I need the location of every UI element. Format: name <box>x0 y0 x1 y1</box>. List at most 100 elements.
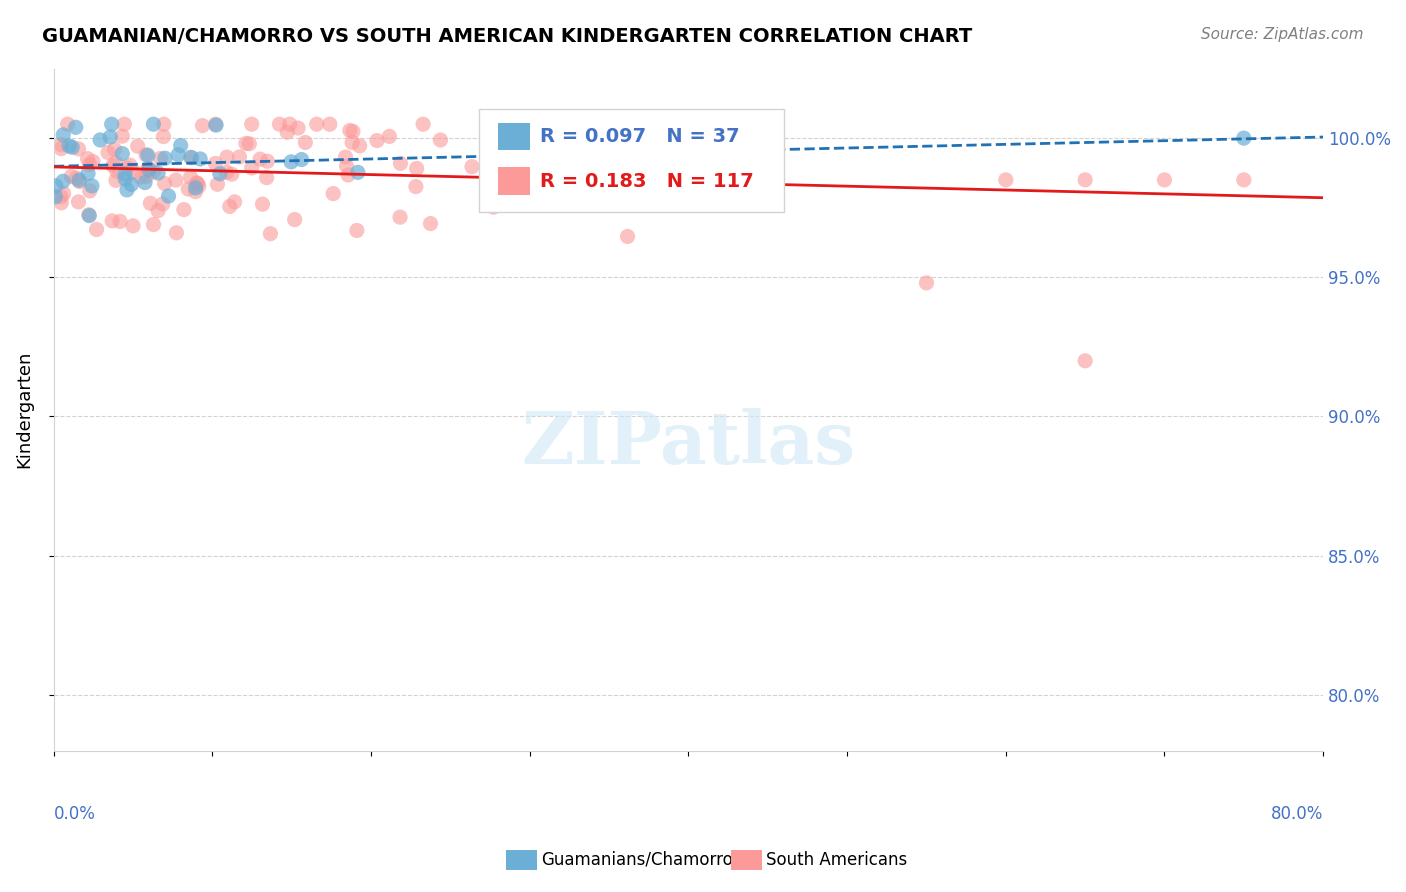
Point <box>149 152 172 166</box>
Point <box>184 181 207 195</box>
Point <box>555 123 578 137</box>
Point <box>184 185 207 199</box>
Point <box>187 179 209 194</box>
Point <box>89 133 111 147</box>
Point <box>186 176 208 190</box>
Point <box>290 153 312 167</box>
Point <box>100 117 122 131</box>
Point <box>378 129 401 144</box>
Point <box>204 117 226 131</box>
Point <box>152 197 174 211</box>
Point <box>104 173 127 187</box>
Point <box>115 183 138 197</box>
FancyBboxPatch shape <box>498 123 530 151</box>
Point <box>112 117 135 131</box>
Point <box>136 161 159 176</box>
Point <box>188 152 211 166</box>
Point <box>101 214 124 228</box>
Point <box>153 177 176 191</box>
Point <box>65 120 87 135</box>
Point <box>56 117 79 131</box>
Point <box>52 128 75 142</box>
Point <box>79 184 101 198</box>
Point <box>114 172 136 186</box>
Point <box>530 117 553 131</box>
Point <box>152 129 174 144</box>
Point <box>205 118 228 132</box>
Point <box>256 154 278 169</box>
Point <box>339 123 361 137</box>
Point <box>484 184 506 198</box>
Point <box>240 161 263 175</box>
Point <box>117 161 139 175</box>
Point <box>215 165 238 179</box>
Point <box>287 121 309 136</box>
Point <box>79 209 101 223</box>
Text: 0.0%: 0.0% <box>53 805 96 823</box>
Point <box>616 229 638 244</box>
Point <box>101 159 124 173</box>
Point <box>429 133 451 147</box>
Point <box>278 117 301 131</box>
Point <box>482 200 505 214</box>
Point <box>142 117 165 131</box>
Point <box>80 178 103 193</box>
Point <box>153 117 176 131</box>
Point <box>269 117 291 131</box>
Point <box>67 142 90 156</box>
Point <box>1074 353 1097 368</box>
Point <box>173 202 195 217</box>
Text: R = 0.097   N = 37: R = 0.097 N = 37 <box>540 128 740 146</box>
Point <box>111 129 134 144</box>
Point <box>157 189 180 203</box>
Point <box>322 186 344 201</box>
Point <box>165 173 187 187</box>
Point <box>69 175 91 189</box>
Point <box>305 117 328 131</box>
Point <box>256 170 278 185</box>
FancyBboxPatch shape <box>479 110 783 211</box>
Point <box>170 138 193 153</box>
Text: GUAMANIAN/CHAMORRO VS SOUTH AMERICAN KINDERGARTEN CORRELATION CHART: GUAMANIAN/CHAMORRO VS SOUTH AMERICAN KIN… <box>42 27 973 45</box>
Point <box>482 117 505 131</box>
Text: ZIPatlas: ZIPatlas <box>522 409 855 479</box>
Text: R = 0.183   N = 117: R = 0.183 N = 117 <box>540 171 754 191</box>
Point <box>366 134 388 148</box>
Point <box>118 158 141 172</box>
Point <box>136 148 159 162</box>
Point <box>280 154 302 169</box>
Point <box>284 212 307 227</box>
Point <box>129 170 152 185</box>
Point <box>235 136 257 151</box>
Point <box>108 214 131 228</box>
Point <box>138 162 160 177</box>
Point <box>142 218 165 232</box>
Point <box>98 130 121 145</box>
Point <box>51 142 73 156</box>
Point <box>146 203 169 218</box>
Text: Source: ZipAtlas.com: Source: ZipAtlas.com <box>1201 27 1364 42</box>
Point <box>495 134 517 148</box>
Point <box>342 124 364 138</box>
Point <box>389 210 412 224</box>
Point <box>337 168 360 182</box>
Point <box>49 190 72 204</box>
Point <box>76 152 98 166</box>
Point <box>65 171 87 186</box>
Point <box>207 178 229 192</box>
Text: South Americans: South Americans <box>766 851 907 869</box>
Point <box>915 276 938 290</box>
Point <box>105 164 128 178</box>
Point <box>180 151 202 165</box>
Point <box>349 139 371 153</box>
Point <box>135 169 157 184</box>
Point <box>138 163 160 178</box>
Point <box>419 217 441 231</box>
Point <box>179 170 201 185</box>
Point <box>49 137 72 152</box>
Point <box>319 117 342 131</box>
Point <box>167 147 190 161</box>
Point <box>405 161 427 176</box>
Point <box>412 117 434 131</box>
Point <box>405 179 427 194</box>
